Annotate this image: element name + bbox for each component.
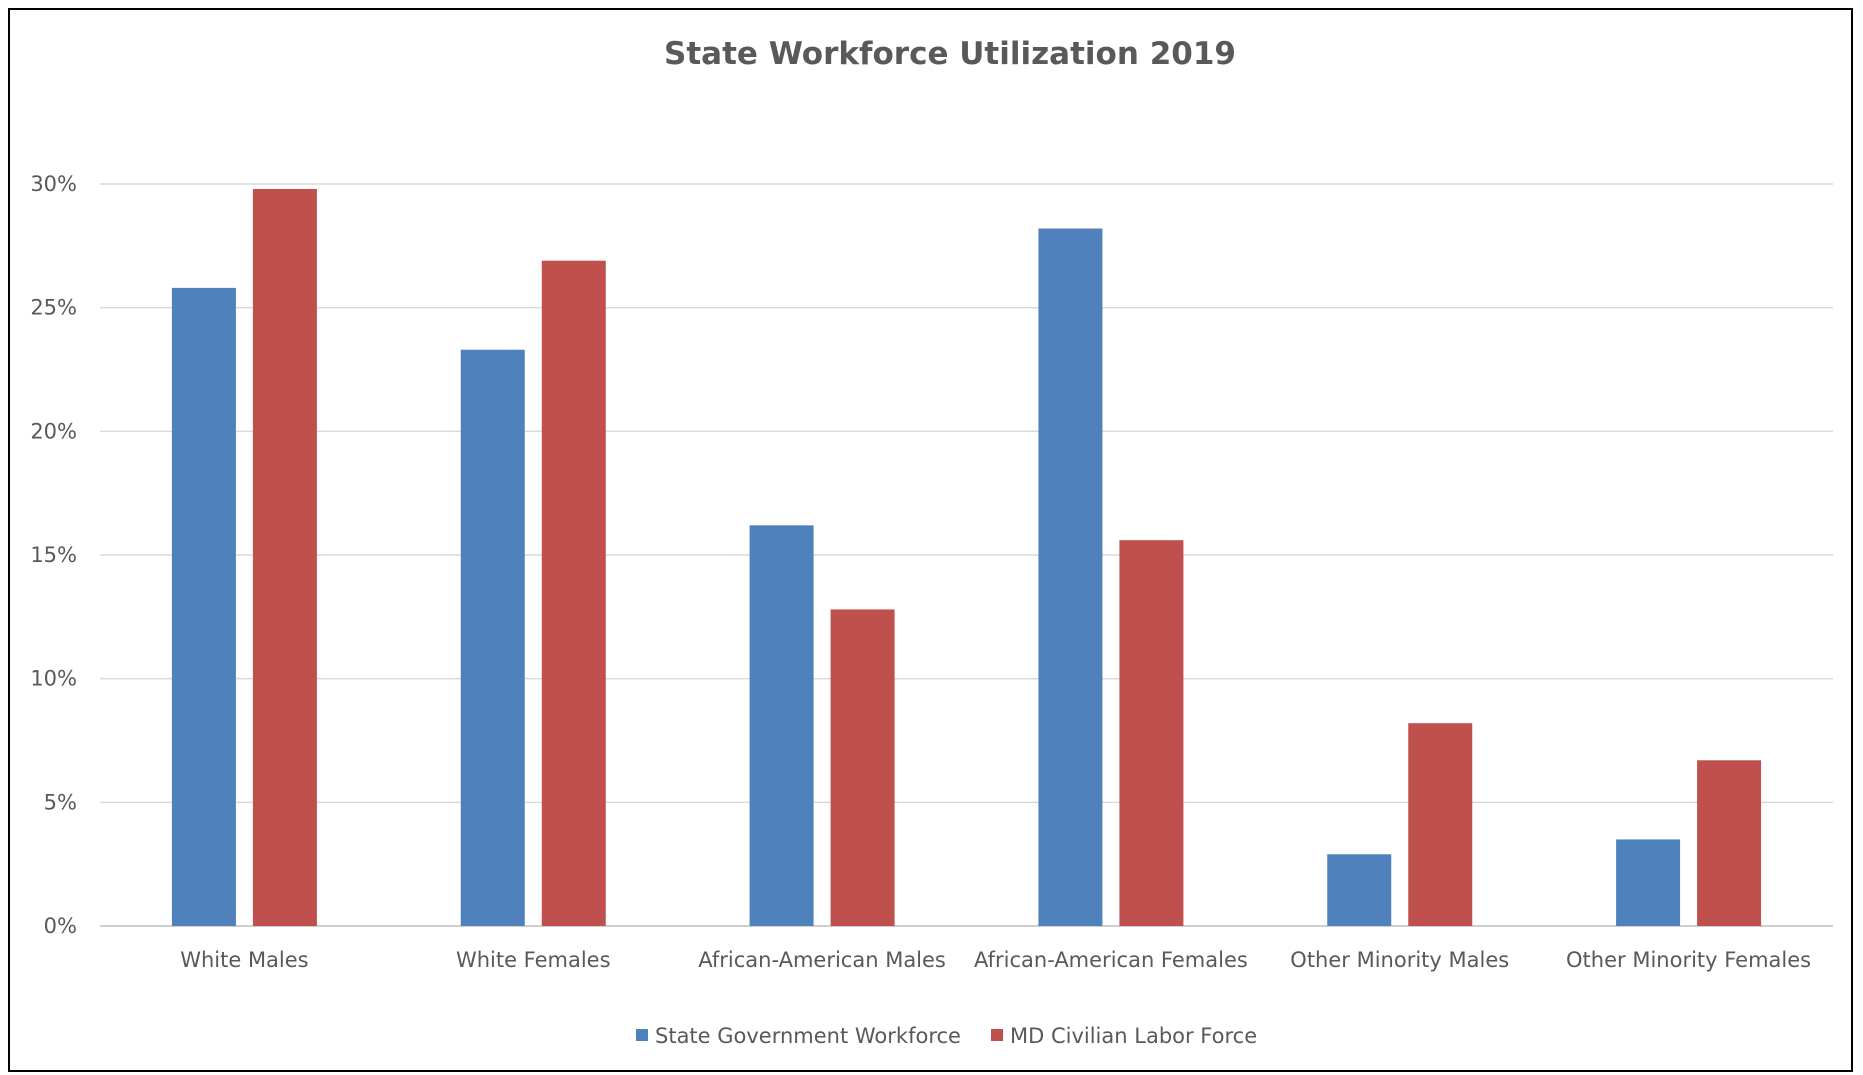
x-category-label: Other Minority Females — [1566, 948, 1811, 972]
bar-state-government-4 — [1327, 854, 1392, 926]
y-tick-label: 20% — [30, 419, 77, 443]
y-axis: 0% 5% 10% 15% 20% 25% 30% — [30, 172, 77, 938]
x-axis: White Males White Females African-American… — [180, 948, 1811, 972]
chart-title: State Workforce Utilization 2019 — [664, 36, 1236, 72]
y-tick-label: 0% — [44, 914, 77, 938]
y-tick-label: 15% — [30, 543, 77, 567]
legend-label: MD Civilian Labor Force — [1010, 1024, 1257, 1048]
bar-chart: State Workforce Utilization 2019 0% 5% 10%… — [30, 36, 1833, 1048]
x-category-label: Other Minority Males — [1290, 948, 1509, 972]
bar-state-government-2 — [749, 525, 814, 926]
bar-md-civilian-3 — [1119, 540, 1184, 926]
legend-swatch — [991, 1029, 1003, 1041]
gridlines — [100, 183, 1833, 927]
bar-md-civilian-1 — [541, 260, 606, 926]
bar-md-civilian-4 — [1408, 723, 1473, 926]
legend: State Government Workforce MD Civilian La… — [636, 1024, 1257, 1048]
y-tick-label: 5% — [44, 790, 77, 814]
bar-md-civilian-5 — [1697, 760, 1762, 926]
x-category-label: White Females — [456, 948, 611, 972]
y-tick-label: 30% — [30, 172, 77, 196]
x-category-label: African-American Males — [698, 948, 946, 972]
legend-swatch — [636, 1029, 648, 1041]
bar-md-civilian-2 — [830, 609, 895, 926]
x-category-label: African-American Females — [974, 948, 1248, 972]
legend-label: State Government Workforce — [655, 1024, 961, 1048]
bar-state-government-0 — [171, 287, 236, 926]
bar-md-civilian-0 — [252, 188, 317, 927]
x-category-label: White Males — [180, 948, 308, 972]
y-tick-label: 10% — [30, 667, 77, 691]
bar-state-government-5 — [1616, 839, 1681, 926]
bar-state-government-3 — [1038, 228, 1103, 926]
bar-state-government-1 — [460, 349, 525, 926]
y-tick-label: 25% — [30, 296, 77, 320]
chart-frame: State Workforce Utilization 2019 0% 5% 10%… — [8, 8, 1853, 1072]
bars — [171, 188, 1762, 927]
